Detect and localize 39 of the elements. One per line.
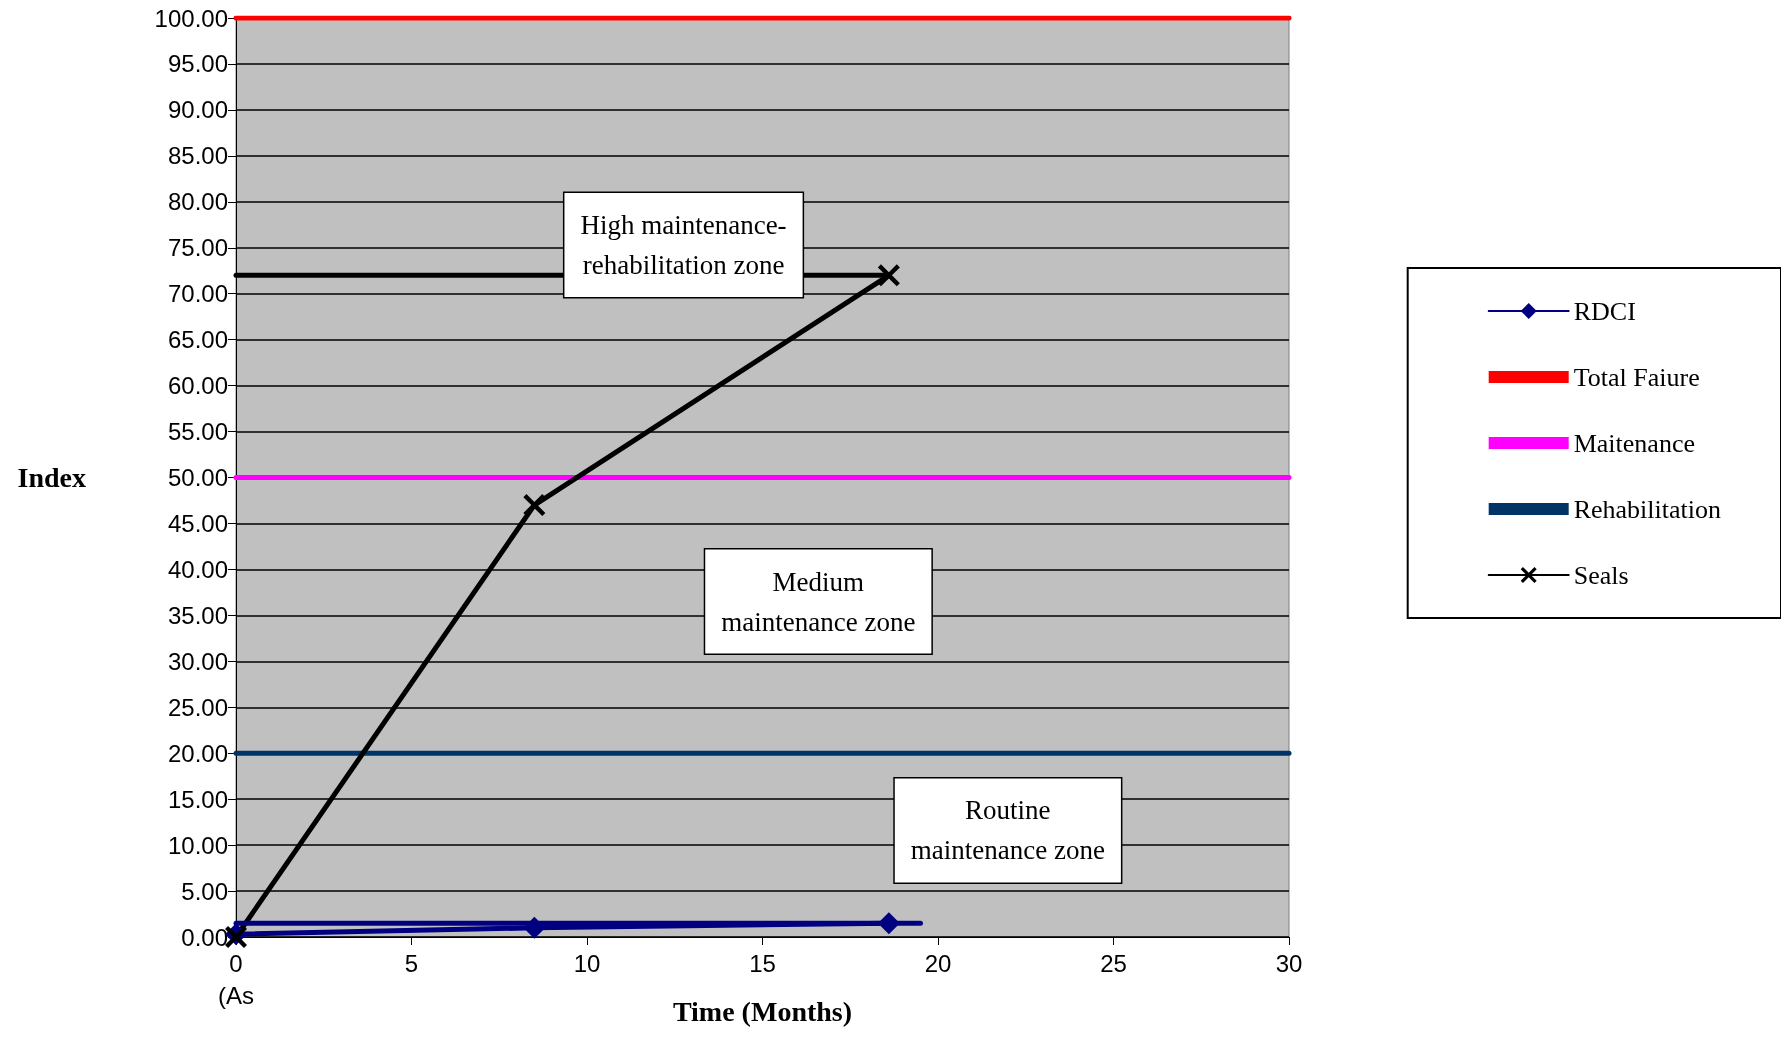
y-tick-label: 65.00	[167, 326, 228, 354]
x-tick-label: 5	[404, 949, 419, 977]
x-tick-label: 20	[924, 949, 952, 977]
x-tick-label: 10	[573, 949, 601, 977]
y-tick-label: 30.00	[167, 647, 228, 675]
legend-label: RDCI	[1573, 296, 1636, 326]
y-tick-label: 75.00	[167, 234, 228, 262]
y-tick-label: 80.00	[167, 188, 228, 216]
y-tick-label: 100.00	[154, 4, 228, 32]
annotation: High maintenance- rehabilitation zone	[580, 209, 787, 280]
y-tick-label: 40.00	[167, 555, 228, 583]
y-tick-label: 25.00	[167, 693, 228, 721]
y-tick-label: 5.00	[181, 877, 228, 905]
annotation: Medium maintenance zone	[721, 566, 916, 637]
y-tick-label: 90.00	[167, 96, 228, 124]
legend-label: Seals	[1573, 560, 1629, 590]
y-tick-label: 45.00	[167, 509, 228, 537]
legend-label: Maitenance	[1573, 428, 1695, 458]
y-tick-label: 50.00	[167, 464, 228, 491]
y-tick-label: 35.00	[167, 601, 228, 629]
y-tick-label: 55.00	[167, 418, 228, 446]
y-tick-label: 0.00	[181, 923, 228, 951]
y-axis-title: Index	[17, 462, 86, 493]
x-axis-title: Time (Months)	[672, 995, 853, 1027]
annotation: Routine maintenance zone	[910, 795, 1105, 866]
y-tick-label: 15.00	[167, 785, 228, 813]
y-tick-label: 20.00	[167, 739, 228, 767]
legend-label: Total Faiure	[1573, 362, 1700, 392]
x-tick-label: 15	[749, 949, 776, 977]
x-tick-label: 25	[1100, 949, 1127, 977]
x-tick-label: 30	[1275, 949, 1303, 977]
y-tick-label: 85.00	[167, 142, 228, 170]
y-tick-label: 70.00	[167, 280, 228, 308]
text: (As	[218, 981, 254, 1009]
x-tick-label: 0	[229, 949, 243, 977]
y-tick-label: 10.00	[167, 831, 228, 859]
y-tick-label: 60.00	[167, 372, 228, 400]
legend-label: Rehabilitation	[1573, 494, 1722, 524]
y-tick-label: 95.00	[167, 50, 228, 78]
